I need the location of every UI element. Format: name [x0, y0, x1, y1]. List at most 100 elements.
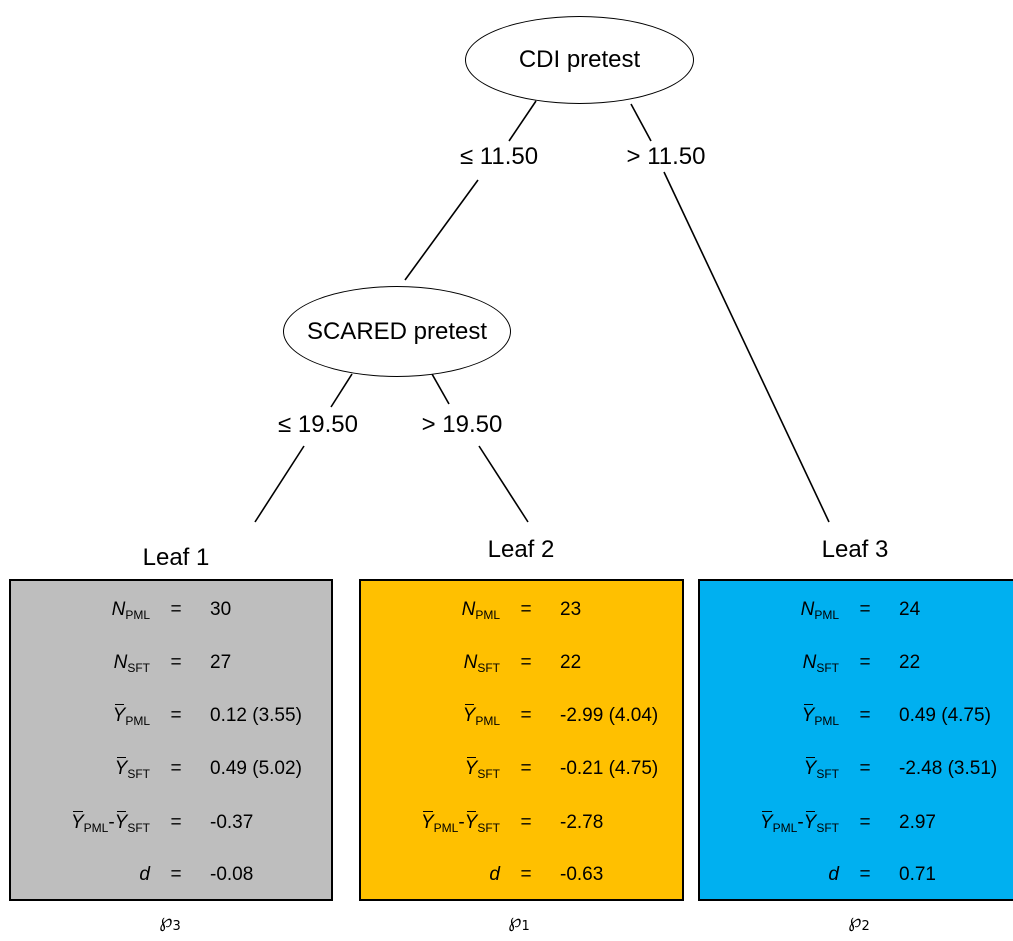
stat-value-n-pml: 30: [210, 595, 231, 625]
stat-label-y-sft: YSFT: [115, 754, 150, 784]
edge-root-right-upper: [631, 104, 651, 141]
symbol-y-bar: Y: [465, 808, 478, 838]
subscript: SFT: [127, 661, 150, 675]
equals-sign: =: [166, 808, 186, 838]
subscript: SFT: [816, 661, 839, 675]
stat-row-y-sft: YSFT = -0.21 (4.75): [361, 754, 682, 784]
stat-value-n-sft: 22: [899, 648, 920, 678]
symbol-n: N: [112, 599, 126, 620]
stat-label-n-sft: NSFT: [464, 648, 500, 678]
symbol-y-bar: Y: [465, 754, 478, 784]
subscript: PML: [814, 608, 839, 622]
stat-label-diff: YPML-YSFT: [71, 808, 150, 838]
stat-row-n-sft: NSFT = 27: [11, 648, 331, 678]
subscript: PML: [475, 608, 500, 622]
stat-value-y-pml: 0.49 (4.75): [899, 701, 991, 731]
subscript: PML: [814, 714, 839, 728]
equals-sign: =: [855, 595, 875, 625]
stat-label-y-sft: YSFT: [804, 754, 839, 784]
child-right-split-label: > 19.50: [397, 411, 527, 439]
subscript: PML: [125, 714, 150, 728]
equals-sign: =: [516, 860, 536, 890]
symbol-n: N: [801, 599, 815, 620]
equals-sign: =: [166, 860, 186, 890]
stat-value-y-pml: 0.12 (3.55): [210, 701, 302, 731]
symbol-y-bar: Y: [421, 808, 434, 838]
subscript: PML: [434, 821, 459, 835]
subscript: SFT: [816, 767, 839, 781]
partition-symbol: ℘: [159, 910, 172, 932]
stat-value-diff: 2.97: [899, 808, 936, 838]
symbol-d: d: [139, 864, 150, 885]
partition-index: 2: [861, 919, 869, 934]
leaf-3-partition-label: ℘2: [819, 910, 899, 934]
subscript: SFT: [477, 821, 500, 835]
subscript: PML: [84, 821, 109, 835]
equals-sign: =: [516, 808, 536, 838]
leaf-1-box: NPML = 30 NSFT = 27 YPML = 0.12 (3.55) YSFT = 0.49 …: [9, 579, 333, 901]
stat-row-d: d = -0.63: [361, 860, 682, 890]
root-left-split-label: ≤ 11.50: [434, 143, 564, 171]
equals-sign: =: [166, 595, 186, 625]
stat-label-y-pml: YPML: [463, 701, 500, 731]
equals-sign: =: [516, 701, 536, 731]
leaf-2-title: Leaf 2: [441, 536, 601, 564]
stat-value-d: -0.63: [560, 860, 603, 890]
subscript: SFT: [816, 821, 839, 835]
stat-row-y-pml: YPML = 0.49 (4.75): [700, 701, 1013, 731]
equals-sign: =: [855, 648, 875, 678]
stat-label-y-pml: YPML: [802, 701, 839, 731]
stat-label-d: d: [139, 860, 150, 890]
subscript: PML: [475, 714, 500, 728]
edge-root-left-lower: [405, 180, 478, 280]
stat-row-y-sft: YSFT = 0.49 (5.02): [11, 754, 331, 784]
subscript: SFT: [477, 767, 500, 781]
symbol-y-bar: Y: [463, 701, 476, 731]
stat-value-n-sft: 27: [210, 648, 231, 678]
stat-label-y-sft: YSFT: [465, 754, 500, 784]
stat-value-diff: -0.37: [210, 808, 253, 838]
stat-row-y-pml: YPML = 0.12 (3.55): [11, 701, 331, 731]
stat-label-d: d: [828, 860, 839, 890]
edge-root-left-upper: [509, 101, 536, 141]
equals-sign: =: [166, 701, 186, 731]
stat-value-y-sft: -2.48 (3.51): [899, 754, 997, 784]
equals-sign: =: [166, 648, 186, 678]
symbol-d: d: [489, 864, 500, 885]
stat-value-d: 0.71: [899, 860, 936, 890]
leaf-3-title: Leaf 3: [775, 536, 935, 564]
symbol-n: N: [462, 599, 476, 620]
child-node-scared-pretest: SCARED pretest: [283, 286, 511, 377]
symbol-y-bar: Y: [760, 808, 773, 838]
equals-sign: =: [855, 701, 875, 731]
equals-sign: =: [516, 754, 536, 784]
partition-symbol: ℘: [508, 910, 521, 932]
stat-label-n-sft: NSFT: [114, 648, 150, 678]
equals-sign: =: [855, 860, 875, 890]
partition-index: 1: [521, 919, 529, 934]
leaf-1-partition-label: ℘3: [130, 910, 210, 934]
symbol-n: N: [464, 652, 478, 673]
subscript: PML: [773, 821, 798, 835]
stat-label-y-pml: YPML: [113, 701, 150, 731]
stat-value-y-sft: 0.49 (5.02): [210, 754, 302, 784]
stat-label-diff: YPML-YSFT: [760, 808, 839, 838]
partition-symbol: ℘: [848, 910, 861, 932]
edge-child-left-upper: [331, 374, 352, 407]
stat-value-n-pml: 24: [899, 595, 920, 625]
stat-row-d: d = -0.08: [11, 860, 331, 890]
stat-row-n-pml: NPML = 30: [11, 595, 331, 625]
equals-sign: =: [516, 648, 536, 678]
symbol-d: d: [828, 864, 839, 885]
root-node-cdi-pretest: CDI pretest: [465, 16, 694, 104]
stat-label-n-pml: NPML: [801, 595, 839, 625]
symbol-y-bar: Y: [802, 701, 815, 731]
symbol-y-bar: Y: [804, 808, 817, 838]
symbol-y-bar: Y: [71, 808, 84, 838]
leaf-2-box: NPML = 23 NSFT = 22 YPML = -2.99 (4.04) YSFT = -0.2…: [359, 579, 684, 901]
stat-value-d: -0.08: [210, 860, 253, 890]
subscript: SFT: [477, 661, 500, 675]
symbol-y-bar: Y: [113, 701, 126, 731]
equals-sign: =: [166, 754, 186, 784]
stat-row-n-pml: NPML = 24: [700, 595, 1013, 625]
